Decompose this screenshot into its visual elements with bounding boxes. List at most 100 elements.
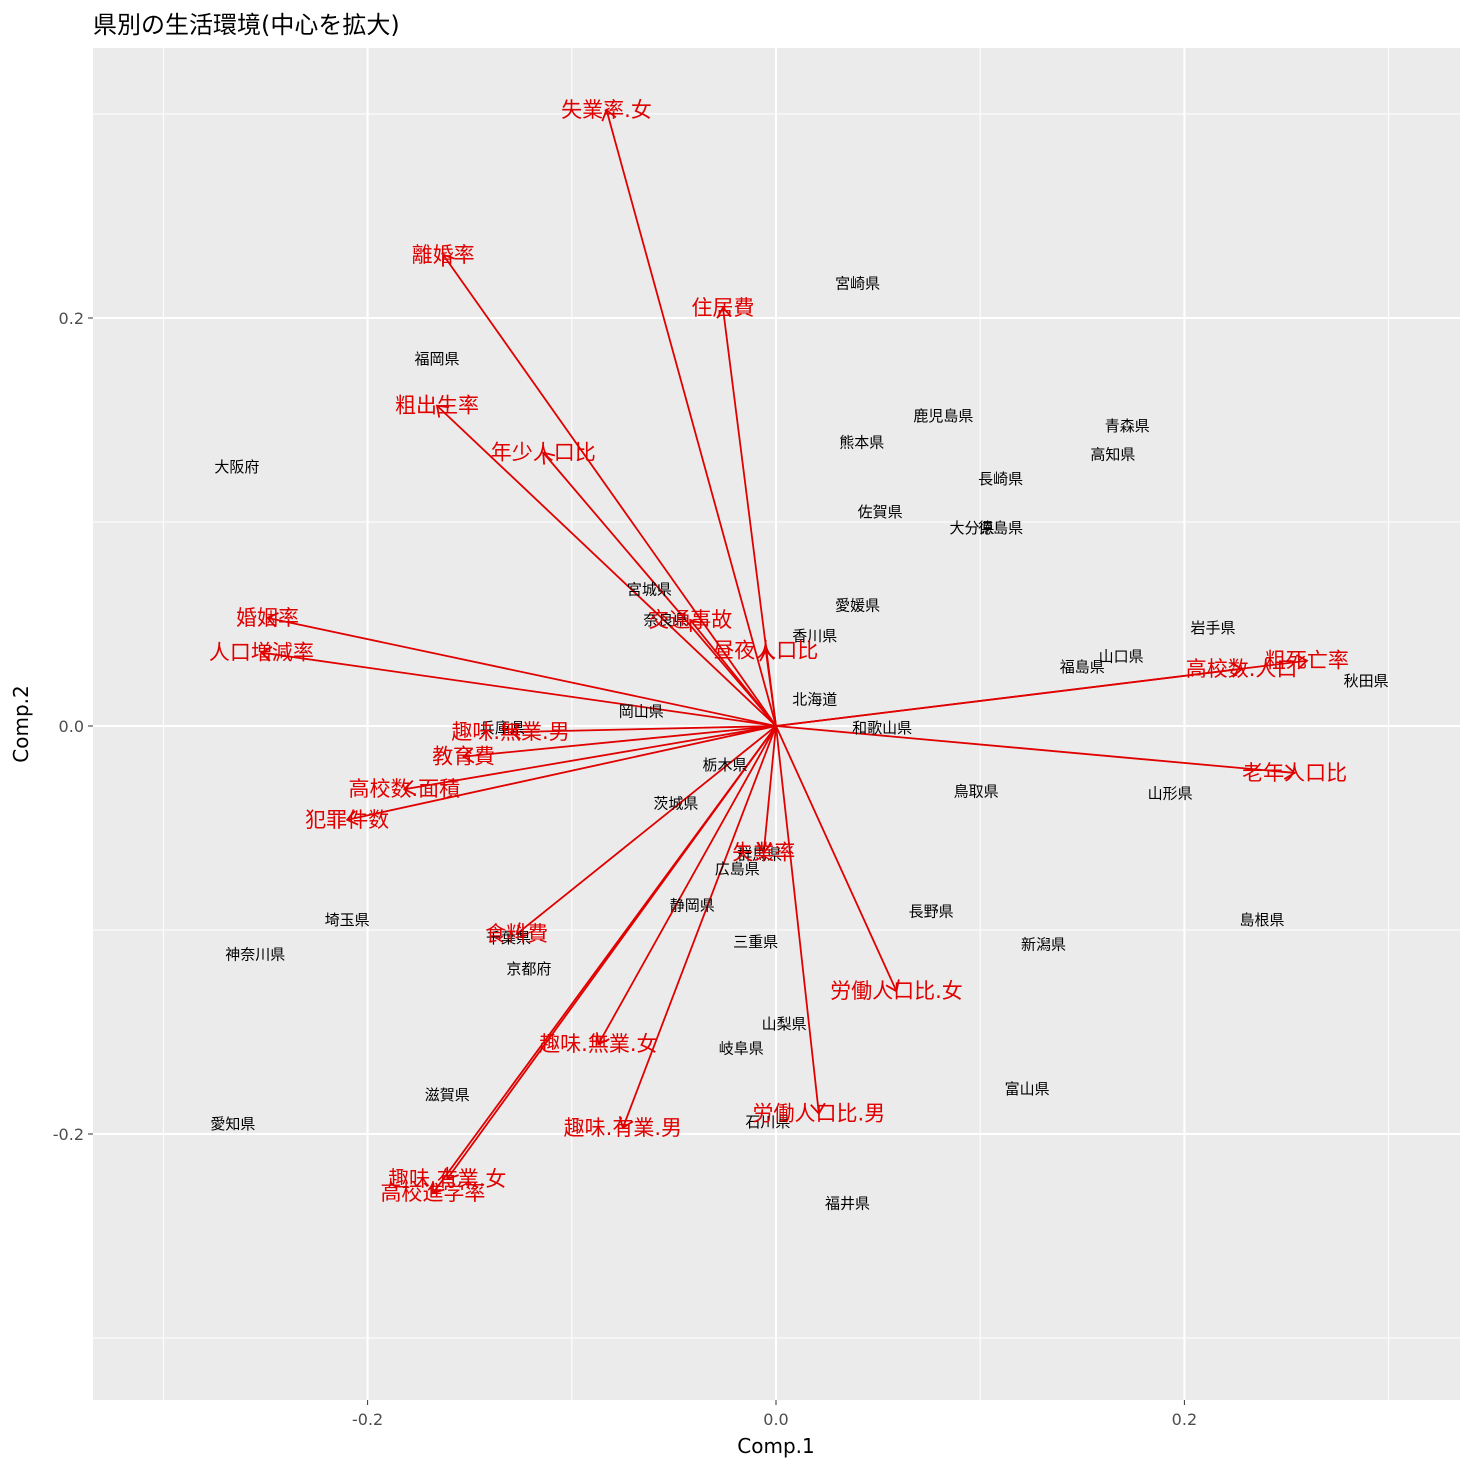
prefecture-label: 岩手県 [1190,619,1235,637]
variable-label: 昼夜人口比 [713,639,818,663]
loading-arrow [266,612,777,727]
prefecture-label: 広島県 [715,860,760,878]
loading-arrow [509,724,777,740]
prefecture-label: 熊本県 [839,433,884,451]
loading-arrow [775,654,1309,727]
prefecture-label: 奈良県 [643,611,688,629]
variable-label: 交通事故 [648,608,732,632]
y-tick-label: 0.2 [59,309,84,328]
variable-label: 趣味.無業.男 [451,720,569,744]
prefecture-label: 茨城県 [653,795,698,813]
prefecture-label: 愛知県 [210,1115,255,1133]
prefecture-label: 千葉県 [486,929,531,947]
variable-label: 粗死亡率 [1265,649,1349,673]
prefecture-label: 静岡県 [670,897,715,915]
loading-arrow [435,404,777,727]
prefecture-label: 山梨県 [762,1015,807,1033]
variable-label: 高校進学率 [380,1181,485,1205]
variable-label: 食料費 [485,922,548,946]
prefecture-label: 宮崎県 [835,274,880,292]
loading-arrow [756,725,777,855]
prefecture-label: 長崎県 [978,470,1023,488]
variable-label: 労働人口比.女 [830,979,963,1003]
prefecture-label: 島根県 [1239,911,1284,929]
prefecture-label: 長野県 [909,903,954,921]
prefecture-label: 愛媛県 [835,597,880,615]
prefecture-label: 福島県 [1060,658,1105,676]
prefecture-label: 高知県 [1090,446,1135,464]
variable-label: 住居費 [691,296,754,320]
arrow-layer [259,108,1309,1195]
prefecture-label: 福岡県 [415,350,460,368]
loading-arrow [259,646,777,727]
loading-arrow [432,725,777,1195]
prefecture-label: 和歌山県 [852,719,912,737]
variable-label: 老年人口比 [1242,761,1347,785]
prefecture-label: 鳥取県 [954,782,999,800]
variable-label: 失業率.女 [561,98,652,122]
loading-arrow [442,253,777,727]
loading-arrow [402,725,777,796]
prefecture-label: 北海道 [792,690,837,708]
loading-arrow [462,725,777,764]
prefecture-label: 岐阜県 [719,1039,764,1057]
loading-arrow [775,725,900,993]
prefecture-label: 兵庫県 [480,719,525,737]
prefecture-label: 神奈川県 [225,945,285,963]
variable-label: 趣味.無業.女 [539,1032,657,1056]
x-axis-title: Comp.1 [737,1434,814,1458]
loading-arrow [345,725,777,826]
loading-arrow [601,108,777,727]
variable-label: 高校数.面積 [349,777,461,801]
loading-arrow [542,451,777,727]
prefecture-label: 福井県 [825,1194,870,1212]
prefecture-label: 埼玉県 [325,911,370,929]
variable-label: 失業率 [732,840,795,864]
prefecture-label: 大阪府 [214,458,259,476]
prefecture-label: 京都府 [506,960,551,978]
variable-label: 趣味.有業.男 [564,1116,682,1140]
prefecture-label: 三重県 [733,933,778,951]
variable-label: 趣味.有業.女 [388,1167,506,1191]
prefecture-label: 徳島県 [978,519,1023,537]
variable-label: 婚姻率 [236,606,299,630]
y-axis-title: Comp.2 [9,685,33,762]
variable-label: 人口増減率 [209,641,314,665]
prefecture-label: 秋田県 [1344,672,1389,690]
y-axis-ticks: -0.2 0.0 0.2 [53,309,93,1144]
prefecture-label: 大分県 [950,519,995,537]
prefecture-label: 滋賀県 [425,1086,470,1104]
variable-label: 高校数.人口 [1186,657,1298,681]
variable-label: 年少人口比 [491,441,596,465]
variable-label: 粗出生率 [395,394,479,418]
x-axis-ticks: -0.2 0.0 0.2 [352,1400,1197,1429]
variable-label: 離婚率 [412,243,475,267]
variable-label: 労働人口比.男 [753,1102,886,1126]
prefecture-label: 鹿児島県 [913,407,973,425]
prefecture-label: 栃木県 [702,756,747,774]
y-tick-label: -0.2 [53,1125,84,1144]
chart-title: 県別の生活環境(中心を拡大) [93,11,400,39]
variable-label: 教育費 [432,745,495,769]
loading-arrow [689,618,777,727]
variable-label: 犯罪件数 [305,808,389,832]
x-tick-label: 0.2 [1172,1410,1197,1429]
x-tick-label: 0.0 [763,1410,788,1429]
prefecture-label: 青森県 [1105,417,1150,435]
loading-arrow [596,725,777,1046]
loading-arrow [775,725,1297,780]
prefecture-label: 山形県 [1148,784,1193,802]
loading-arrow [775,725,826,1116]
prefecture-label: 佐賀県 [858,503,903,521]
loading-arrow [618,725,777,1130]
prefecture-label: 香川県 [792,627,837,645]
prefecture-label: 群馬県 [737,846,782,864]
prefecture-label: 石川県 [745,1113,790,1131]
y-tick-label: 0.0 [59,717,84,736]
prefecture-label: 岡山県 [619,703,664,721]
prefecture-label: 富山県 [1005,1080,1050,1098]
x-tick-label: -0.2 [352,1410,383,1429]
prefecture-label: 新潟県 [1021,935,1066,953]
